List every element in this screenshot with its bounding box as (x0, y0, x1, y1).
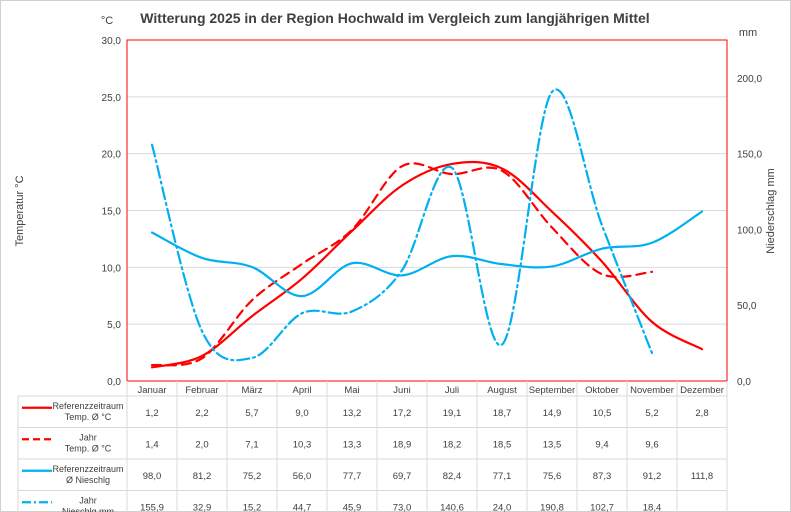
data-label: 91,2 (643, 471, 662, 482)
legend-label-line1: Referenzzeitraum (52, 464, 123, 474)
data-label: 13,3 (343, 439, 362, 450)
data-label: 77,7 (343, 471, 362, 482)
data-label: 190,8 (540, 502, 564, 512)
data-label: 13,2 (343, 408, 362, 419)
data-label: 5,7 (245, 408, 258, 419)
data-label: 15,2 (243, 502, 262, 512)
data-label: 155,9 (140, 502, 164, 512)
data-label: 18,9 (393, 439, 412, 450)
data-label: 102,7 (590, 502, 614, 512)
data-label: 9,4 (595, 439, 608, 450)
data-label: 9,0 (295, 408, 308, 419)
left-tick-label: 15,0 (102, 207, 122, 218)
legend-label-line1: Jahr (79, 432, 97, 442)
right-axis-unit: mm (739, 27, 757, 39)
data-label: 1,4 (145, 439, 158, 450)
data-label: 75,6 (543, 471, 562, 482)
data-label: 14,9 (543, 408, 562, 419)
data-label: 18,2 (443, 439, 462, 450)
data-label: 2,0 (195, 439, 208, 450)
data-label: 9,6 (645, 439, 658, 450)
series-line-year-rain (150, 88, 654, 362)
data-label: 18,5 (493, 439, 512, 450)
data-label: 69,7 (393, 471, 412, 482)
data-label: 45,9 (343, 502, 362, 512)
data-label: 111,8 (691, 471, 713, 482)
category-label: Oktober (585, 385, 619, 396)
left-tick-label: 30,0 (102, 36, 122, 47)
data-label: 10,5 (593, 408, 612, 419)
data-label: 13,5 (543, 439, 562, 450)
category-label: Januar (137, 385, 166, 396)
right-tick-label: 50,0 (737, 301, 757, 312)
right-tick-label: 0,0 (737, 377, 751, 388)
data-label: 10,3 (293, 439, 312, 450)
data-label: 19,1 (443, 408, 462, 419)
data-label: 2,8 (695, 408, 708, 419)
data-label: 75,2 (243, 471, 262, 482)
data-label: 5,2 (645, 408, 658, 419)
left-axis-unit: °C (101, 15, 113, 27)
data-label: 81,2 (193, 471, 212, 482)
series-line-ref-rain (150, 210, 704, 298)
legend-label-line2: Nieschlg mm (62, 506, 114, 512)
chart-title: Witterung 2025 in der Region Hochwald im… (140, 10, 649, 26)
category-label: September (529, 385, 575, 396)
right-axis-label: Niederschlag mm (765, 168, 777, 254)
legend-label-line2: Ø Nieschlg (66, 475, 110, 485)
right-tick-label: 200,0 (737, 74, 762, 85)
legend-label-line2: Temp. Ø °C (65, 443, 112, 453)
left-tick-label: 20,0 (102, 150, 122, 161)
category-label: November (630, 385, 674, 396)
legend-label-line1: Jahr (79, 495, 97, 505)
data-label: 17,2 (393, 408, 412, 419)
data-label: 44,7 (293, 502, 312, 512)
left-tick-label: 10,0 (102, 263, 122, 274)
data-label: 7,1 (245, 439, 258, 450)
data-label: 77,1 (493, 471, 512, 482)
category-label: April (292, 385, 311, 396)
data-label: 73,0 (393, 502, 412, 512)
left-tick-label: 25,0 (102, 93, 122, 104)
data-label: 32,9 (193, 502, 212, 512)
left-axis-label: Temperatur °C (14, 175, 26, 246)
data-label: 2,2 (195, 408, 208, 419)
data-label: 1,2 (145, 408, 158, 419)
data-label: 98,0 (143, 471, 162, 482)
category-label: Februar (185, 385, 218, 396)
category-label: Juli (445, 385, 459, 396)
data-label: 18,7 (493, 408, 512, 419)
right-tick-label: 150,0 (737, 150, 762, 161)
data-label: 56,0 (293, 471, 312, 482)
data-label: 18,4 (643, 502, 662, 512)
category-label: Juni (393, 385, 410, 396)
series-line-ref-temp (150, 160, 704, 369)
data-label: 24,0 (493, 502, 512, 512)
category-label: Dezember (680, 385, 724, 396)
legend-label-line1: Referenzzeitraum (52, 401, 123, 411)
data-label: 82,4 (443, 471, 462, 482)
data-label: 140,6 (440, 502, 464, 512)
category-label: März (241, 385, 262, 396)
category-label: August (487, 385, 517, 396)
series-line-year-temp (150, 162, 654, 367)
left-tick-label: 5,0 (107, 320, 121, 331)
legend-label-line2: Temp. Ø °C (65, 412, 112, 422)
data-label: 87,3 (593, 471, 612, 482)
left-tick-label: 0,0 (107, 377, 121, 388)
right-tick-label: 100,0 (737, 225, 762, 236)
category-label: Mai (344, 385, 359, 396)
